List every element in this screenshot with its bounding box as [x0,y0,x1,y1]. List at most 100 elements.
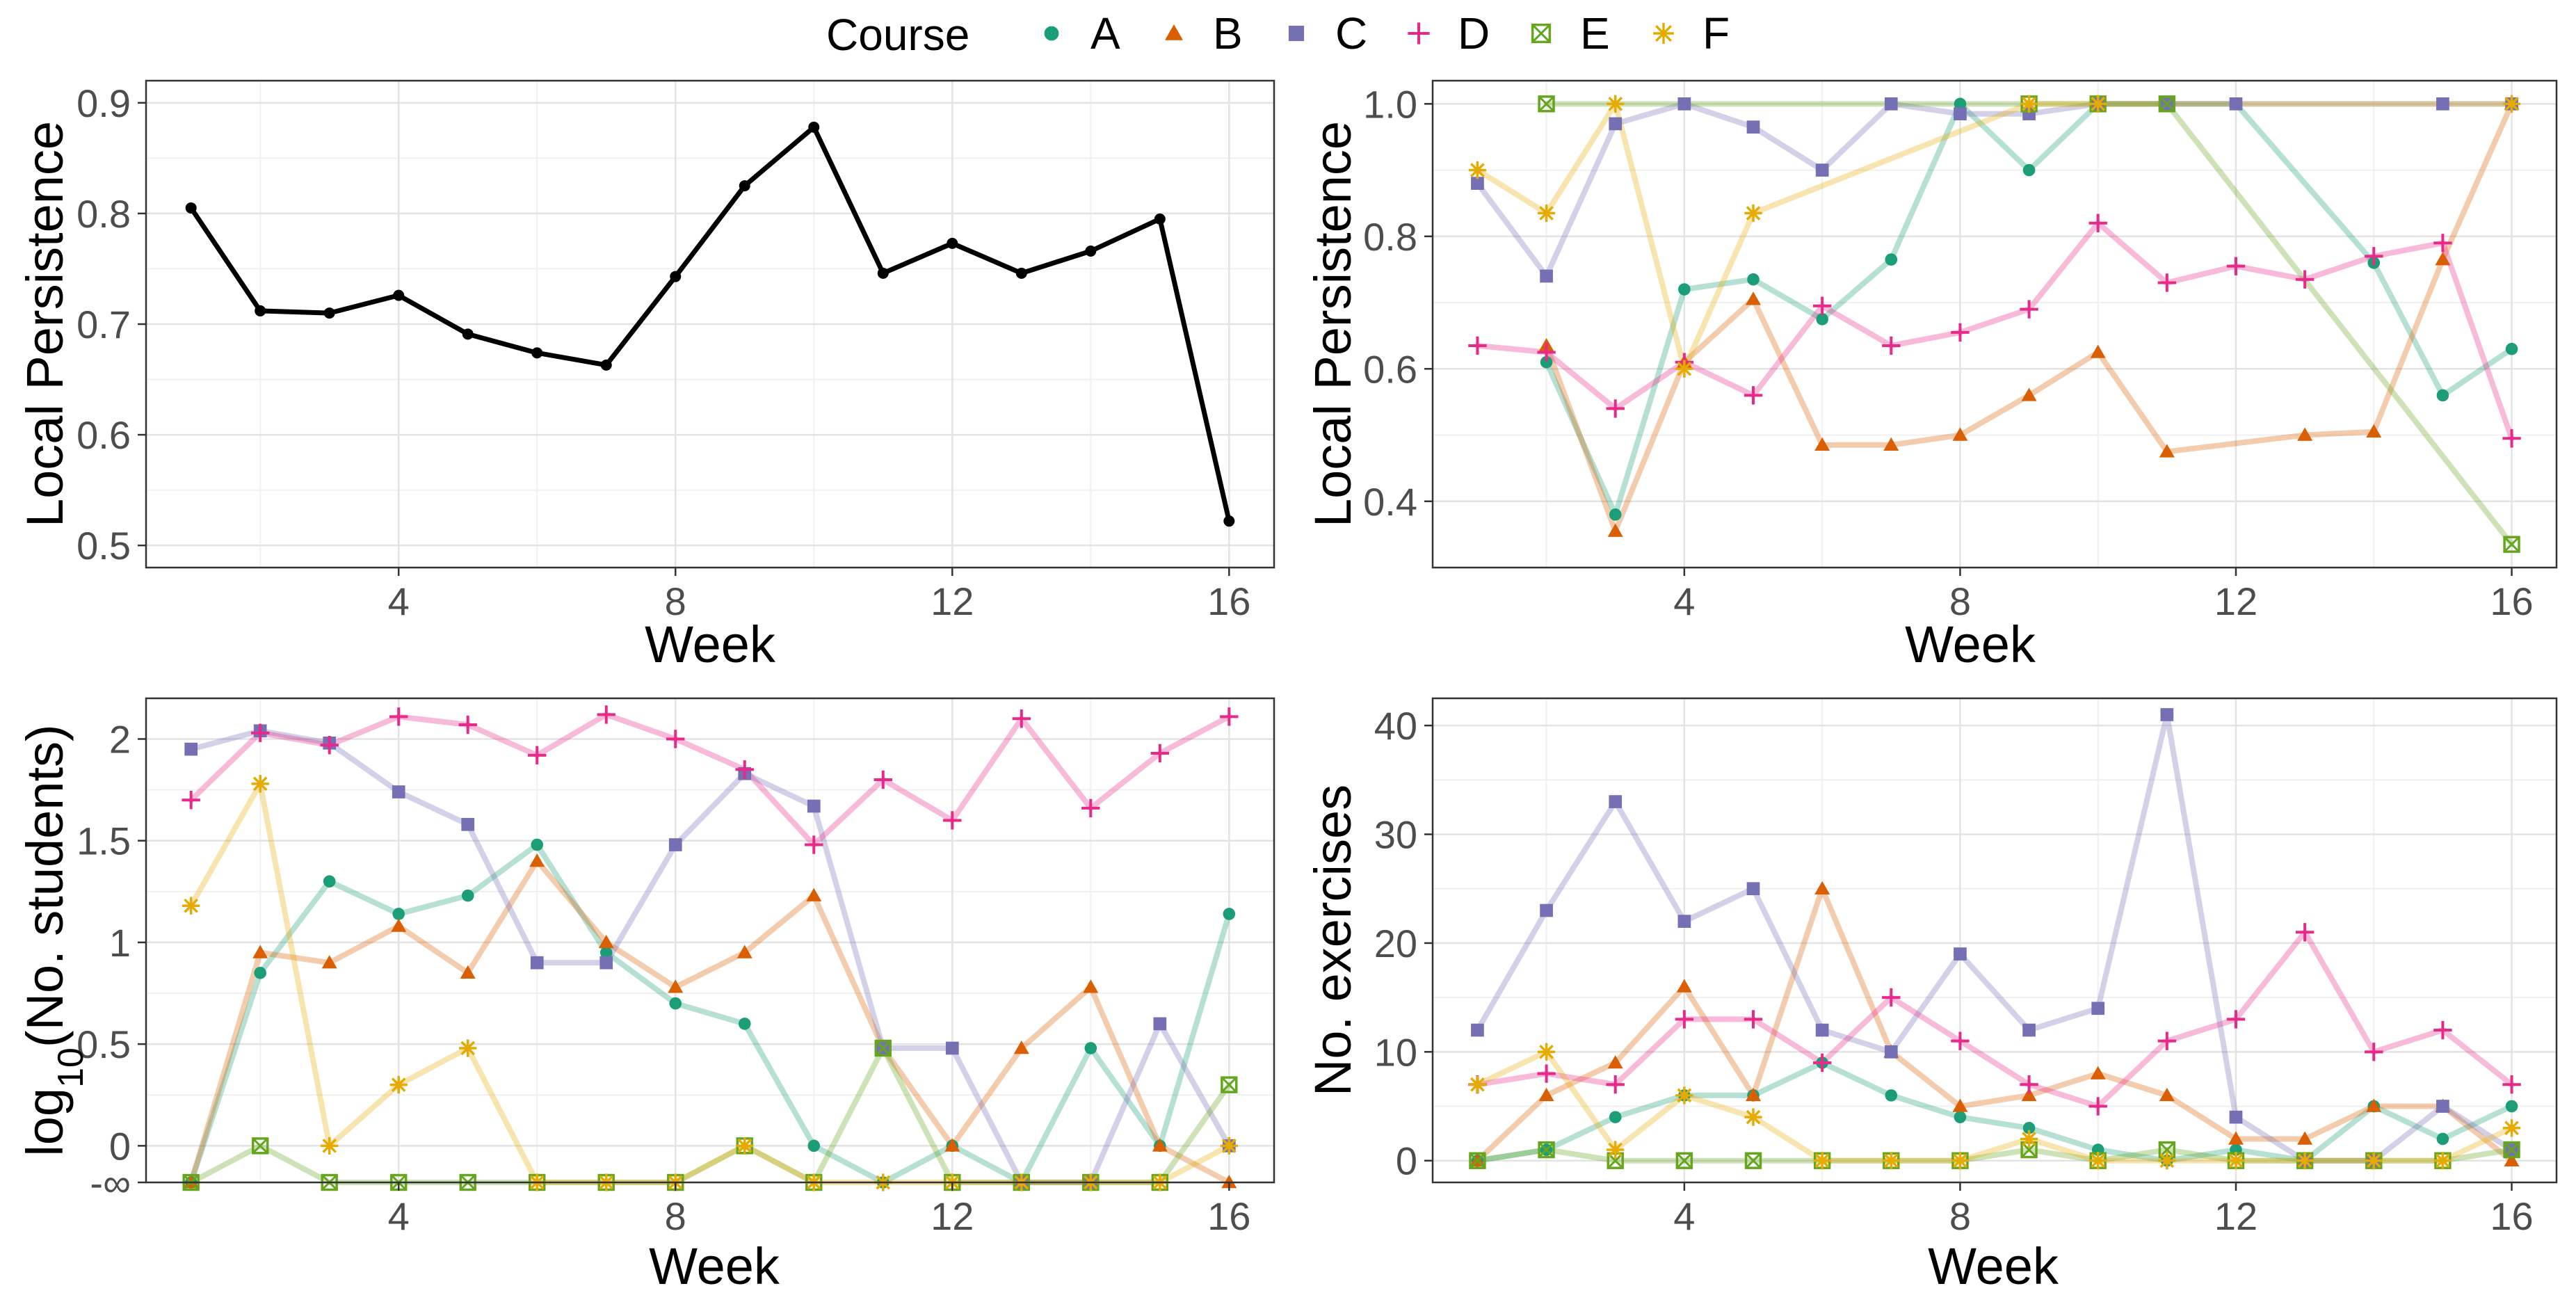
x-tick-label: 12 [931,579,974,623]
point-F-w1 [1468,161,1487,179]
point-C-w10 [2091,1002,2105,1015]
point-D-w2 [250,723,270,742]
point-B-w5 [1746,291,1762,305]
point-C-w8 [668,838,682,851]
point-A-w3 [1609,1111,1622,1123]
point-D-w9 [2020,1075,2038,1094]
point-B-w8 [668,979,684,993]
x-tick-label: 4 [388,579,410,623]
point-All-w12 [947,237,958,249]
point-A-w2 [254,966,266,979]
y-tick-label: 0.6 [1363,347,1417,391]
point-D-w11 [2157,1031,2177,1050]
point-B-w4 [1676,979,1692,993]
y-tick-label: 1.0 [1363,82,1417,126]
point-B-w6 [1814,881,1830,894]
point-D-w11 [2157,273,2177,292]
point-D-w4 [389,707,408,726]
point-C-w12 [2229,97,2243,111]
point-A-w8 [1954,1111,1967,1123]
y-tick-label: 30 [1374,813,1417,857]
point-D-w12 [2226,257,2246,275]
point-E-w4 [1675,1152,1693,1169]
point-F-w10 [2089,95,2107,113]
point-D-w14 [2365,1043,2383,1061]
point-F-w7 [1882,1152,1900,1170]
point-C-w4 [1677,97,1691,111]
y-tick-label: 2 [109,717,131,761]
x-tick-label: 8 [1949,579,1971,623]
point-A-w16 [2505,342,2518,355]
point-A-w15 [2436,1132,2449,1146]
point-C-w8 [1954,107,1967,120]
point-A-w4 [392,908,405,920]
point-F-w9 [2020,95,2038,113]
point-D-w5 [1744,1010,1763,1029]
legend-label-A: A [1090,8,1120,58]
point-A-w3 [323,875,336,888]
x-tick-label: 8 [665,579,686,623]
legend-label-F: F [1702,8,1730,58]
point-B-w7 [1883,437,1899,451]
point-C-w8 [1954,947,1967,961]
panel-border [145,697,1275,1184]
point-F-w1 [182,897,200,915]
point-E-w11 [874,1039,892,1057]
point-B-w2 [1538,1087,1554,1102]
point-D-w2 [1537,343,1556,362]
point-C-w5 [461,817,475,831]
point-D-w6 [1812,296,1832,316]
y-axis-label: Local Persistence [16,121,74,527]
point-D-w10 [805,835,823,854]
series-line-All [188,125,1232,524]
x-tick-label: 4 [388,1194,410,1238]
y-axis-label: No. exercises [1304,785,1362,1096]
point-B-w7 [598,934,614,949]
point-B-w3 [321,955,337,969]
point-D-w6 [1812,1053,1832,1073]
y-tick-label: 0.7 [77,303,131,346]
point-D-w10 [2088,214,2107,232]
series-line-D [1474,220,2515,442]
point-D-w3 [1606,1075,1625,1094]
point-All-w6 [531,347,543,359]
point-B-w14 [2366,424,2382,438]
point-D-w13 [2295,923,2315,942]
x-tick-label: 8 [1949,1194,1971,1238]
point-F-w2 [1537,204,1556,223]
point-E-w2 [1538,95,1555,113]
point-E-w16 [2503,1141,2520,1159]
series-line-D [1474,929,2515,1109]
point-C-w1 [1471,1023,1484,1037]
point-F-w11 [2158,1152,2176,1170]
point-D-w16 [2502,1075,2521,1094]
point-C-w2 [1540,904,1553,917]
point-D-w16 [2502,429,2521,448]
point-F-w6 [1813,1152,1831,1170]
legend-key-A [1044,26,1059,41]
point-B-w10 [806,888,822,901]
x-tick-label: 16 [2490,1194,2533,1238]
point-D-w10 [2088,1097,2107,1116]
panel-2: 4 8 12 16 0.4 0.6 0.8 1.0 Week Local Persistence [1304,79,2558,673]
x-axis-label: Week [645,616,776,673]
point-All-w5 [462,328,474,340]
point-E-w2 [251,1137,269,1155]
point-D-w5 [458,715,477,734]
y-tick-label: 20 [1374,922,1417,965]
y-tick-label: 1.5 [77,819,131,863]
series-line-F [1474,101,2515,372]
series-line-B [1474,885,2515,1164]
point-All-w15 [1154,213,1166,225]
point-F-w10 [2089,1152,2107,1170]
series-line-B [1543,101,2515,534]
y-tick-label: 0 [1396,1139,1417,1183]
point-A-w5 [1747,273,1760,286]
point-B-w9 [736,945,752,958]
point-B-w16 [1221,1175,1237,1189]
point-B-w4 [391,918,407,932]
x-tick-label: 4 [1673,579,1695,623]
point-B-w9 [2021,1087,2037,1102]
x-axis-label: Week [1905,616,2036,673]
